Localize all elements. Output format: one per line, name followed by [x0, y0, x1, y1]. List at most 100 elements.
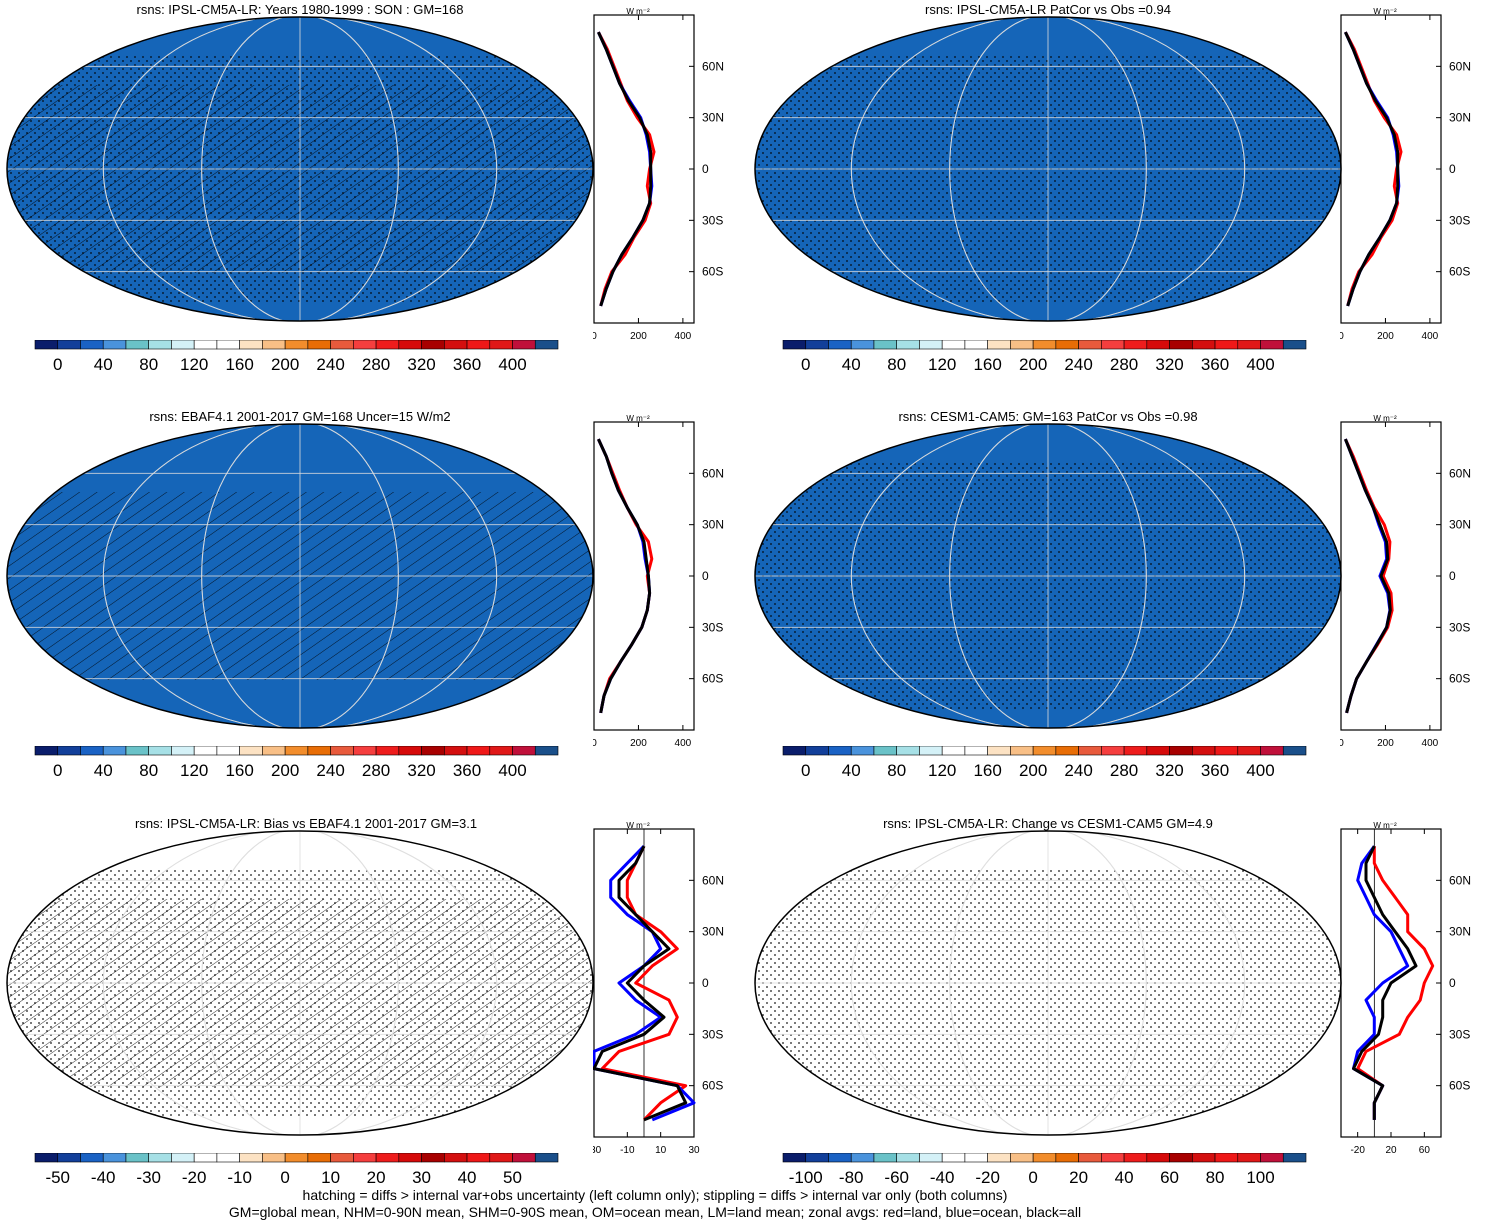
- colorbar-swatch: [262, 1153, 286, 1163]
- colorbar-tick-label: 320: [1155, 761, 1183, 780]
- map-plot: [754, 16, 1342, 322]
- map-outline: [6, 16, 594, 322]
- unit-label: W m⁻²: [626, 7, 650, 16]
- zonal-mean-plot: W m⁻² 60N 30N 0 30S 60S 0 200 400: [1340, 7, 1471, 342]
- colorbar-swatch: [1010, 340, 1034, 350]
- colorbar-swatch: [1055, 746, 1079, 756]
- lat-tick-label: 60N: [1449, 466, 1471, 480]
- colorbar-swatch: [444, 340, 468, 350]
- colorbar: 0 40 80 120 160 200 240 280 320 360 400: [782, 340, 1307, 374]
- colorbar-tick-label: 50: [503, 1168, 522, 1187]
- colorbar-swatch: [1123, 340, 1148, 350]
- panel-title: rsns: IPSL-CM5A-LR PatCor vs Obs =0.94: [924, 2, 1171, 17]
- colorbar-swatch: [353, 746, 377, 756]
- panel-title: rsns: IPSL-CM5A-LR: Years 1980-1999 : SO…: [136, 2, 464, 17]
- colorbar-swatch: [1146, 1153, 1170, 1163]
- unit-label: W m⁻²: [626, 414, 650, 423]
- colorbar-tick-label: 200: [271, 355, 299, 374]
- colorbar-tick-label: 80: [887, 355, 906, 374]
- colorbar-tick-label: 120: [928, 761, 956, 780]
- colorbar-tick-label: 60: [1160, 1168, 1179, 1187]
- colorbar-swatch: [512, 746, 536, 756]
- colorbar-swatch: [353, 340, 377, 350]
- colorbar-swatch: [216, 746, 240, 756]
- colorbar-tick-label: 240: [1064, 355, 1092, 374]
- colorbar-swatch: [919, 340, 943, 350]
- colorbar-swatch: [330, 340, 354, 350]
- colorbar-swatch: [512, 340, 536, 350]
- unit-label: W m⁻²: [626, 821, 650, 830]
- colorbar-swatch: [534, 340, 559, 350]
- colorbar-swatch: [193, 746, 218, 756]
- colorbar-swatch: [1237, 746, 1261, 756]
- colorbar-swatch: [330, 1153, 354, 1163]
- colorbar-swatch: [1192, 340, 1216, 350]
- graticule-lon: [949, 424, 1147, 728]
- zonal-x-tick-label: 400: [675, 738, 692, 749]
- colorbar-swatch: [102, 340, 127, 350]
- colorbar-swatch: [375, 340, 400, 350]
- colorbar-tick-label: 20: [1069, 1168, 1088, 1187]
- colorbar-swatch: [941, 746, 966, 756]
- colorbar-swatch: [1055, 1153, 1079, 1163]
- graticule-lon: [949, 17, 1147, 321]
- colorbar-tick-label: 200: [271, 761, 299, 780]
- colorbar-tick-label: 40: [842, 355, 861, 374]
- colorbar-swatch: [1169, 340, 1193, 350]
- colorbar-swatch: [125, 1153, 149, 1163]
- lat-tick-label: 30N: [1449, 518, 1471, 532]
- zonal-x-tick-label: -20: [1350, 1145, 1365, 1156]
- lat-tick-label: 0: [1449, 162, 1456, 176]
- colorbar-tick-label: 360: [1201, 355, 1229, 374]
- colorbar-tick-label: 0: [280, 1168, 289, 1187]
- colorbar-tick-label: 0: [801, 761, 810, 780]
- lat-tick-label: 30S: [1449, 620, 1470, 634]
- zonal-x-tick-label: 200: [630, 331, 647, 342]
- panel-title: rsns: EBAF4.1 2001-2017 GM=168 Uncer=15 …: [149, 409, 451, 424]
- colorbar-swatch: [57, 340, 81, 350]
- colorbar-tick-label: 360: [453, 355, 481, 374]
- colorbar-swatch: [239, 746, 263, 756]
- colorbar-tick-label: 40: [842, 761, 861, 780]
- zonal-line-all: [1344, 438, 1392, 714]
- colorbar-swatch: [964, 1153, 988, 1163]
- graticule-lon: [850, 17, 1246, 321]
- colorbar: -100 -80 -60 -40 -20 0 20 40 60 80 100: [782, 1153, 1307, 1187]
- lat-tick-label: 30S: [1449, 213, 1470, 227]
- zonal-x-tick-label: 0: [593, 738, 597, 749]
- colorbar-tick-label: 120: [180, 355, 208, 374]
- colorbar-tick-label: -40: [91, 1168, 116, 1187]
- panel-title: rsns: CESM1-CAM5: GM=163 PatCor vs Obs =…: [898, 409, 1198, 424]
- map-outline: [6, 830, 594, 1136]
- colorbar-swatch: [850, 746, 875, 756]
- colorbar-swatch: [398, 1153, 422, 1163]
- zonal-x-tick-label: 200: [630, 738, 647, 749]
- colorbar-swatch: [307, 1153, 331, 1163]
- zonal-mean-plot: W m⁻² 60N 30N 0 30S 60S 0 200 400: [593, 7, 724, 342]
- lat-tick-label: 60S: [1449, 1079, 1470, 1093]
- zonal-x-tick-label: 200: [1377, 331, 1394, 342]
- colorbar-swatch: [964, 746, 988, 756]
- colorbar-swatch: [148, 1153, 172, 1163]
- colorbar: 0 40 80 120 160 200 240 280 320 360 400: [34, 746, 559, 780]
- graticule-lon: [201, 17, 399, 321]
- colorbar-swatch: [284, 746, 309, 756]
- unit-label: W m⁻²: [1373, 414, 1397, 423]
- colorbar-swatch: [1260, 1153, 1284, 1163]
- colorbar-swatch: [34, 340, 59, 350]
- colorbar-tick-label: 40: [94, 355, 113, 374]
- lat-tick-label: 30S: [702, 1027, 723, 1041]
- lat-tick-label: 30N: [702, 925, 724, 939]
- colorbar-swatch: [1101, 746, 1125, 756]
- colorbar-swatch: [1192, 1153, 1216, 1163]
- colorbar-swatch: [873, 746, 897, 756]
- colorbar-swatch: [57, 1153, 81, 1163]
- colorbar-swatch: [782, 1153, 807, 1163]
- colorbar-swatch: [850, 1153, 875, 1163]
- colorbar-swatch: [1260, 340, 1284, 350]
- lat-tick-label: 30S: [1449, 1027, 1470, 1041]
- colorbar-tick-label: 160: [225, 355, 253, 374]
- colorbar-swatch: [262, 746, 286, 756]
- zonal-line-land: [597, 31, 656, 307]
- colorbar-swatch: [102, 746, 127, 756]
